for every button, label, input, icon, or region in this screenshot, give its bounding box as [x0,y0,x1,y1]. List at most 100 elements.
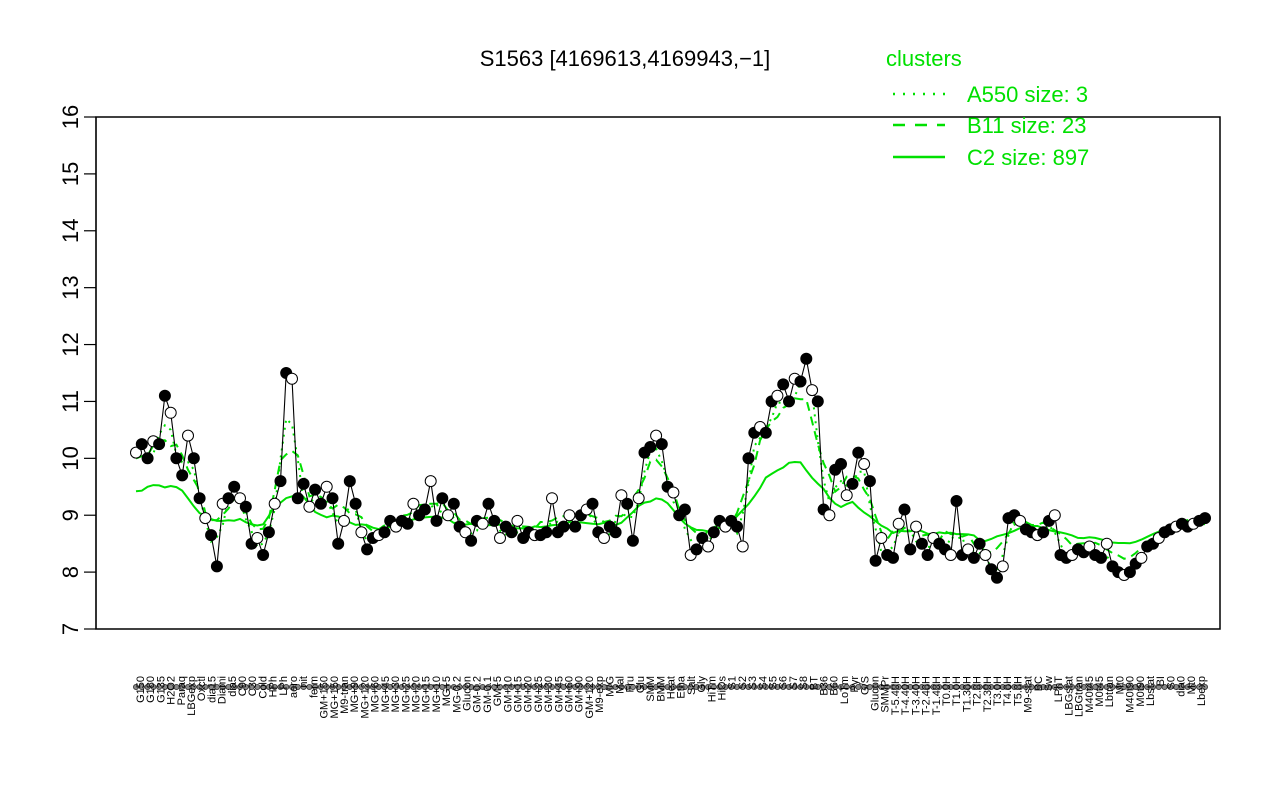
data-point [482,497,495,510]
data-point [1014,514,1027,527]
x-sample-marker [410,684,417,691]
x-sample-marker [785,684,792,691]
data-point [621,497,634,510]
x-sample-marker [1017,684,1024,691]
x-tick-label: T-4.40H [900,676,912,715]
x-sample-marker [271,684,278,691]
x-sample-marker [866,684,873,691]
y-tick-label: 8 [58,566,83,578]
data-point [707,526,720,539]
x-sample-marker [768,684,775,691]
x-tick-label: Mt0 [1114,676,1126,694]
data-point [210,560,223,573]
x-sample-marker [502,684,509,691]
x-tick-label: G150 [135,676,147,703]
x-sample-marker [953,684,960,691]
x-tick-label: BMM [655,676,667,702]
x-tick-label: dia0 [1176,676,1188,697]
data-point [251,532,264,544]
x-sample-marker [317,684,324,691]
x-sample-marker [681,684,688,691]
legend: clusters A550 size: 3 B11 size: 23 C2 si… [886,46,1089,170]
x-tick-label: T-5.40H [890,676,902,715]
x-tick-label: LBGstat [1063,676,1075,716]
data-point [875,532,888,544]
data-point [228,480,241,493]
x-tick-label: Salt [686,676,698,695]
x-sample-marker [1167,684,1174,691]
x-sample-marker [814,684,821,691]
x-sample-marker [508,684,515,691]
x-sample-marker [1196,684,1203,691]
y-tick-label: 9 [58,509,83,521]
data-point [268,497,281,510]
y-tick-label: 15 [58,162,83,186]
x-sample-marker [658,684,665,691]
x-sample-marker [936,684,943,691]
x-sample-marker [855,684,862,691]
data-point [678,503,691,516]
data-point [598,532,610,544]
x-sample-marker [462,684,469,691]
x-tick-label: LBGexp [186,676,198,716]
data-point [447,497,460,510]
x-tick-label: M0t90 [1135,676,1147,707]
data-point [546,492,558,505]
x-tick-label: MG+60 [370,676,382,712]
x-sample-marker [375,684,382,691]
x-tick-label: SMMPr [880,676,892,713]
x-tick-label: HiOs [717,676,729,701]
x-tick-label: S0 [1165,676,1177,689]
data-point [205,529,218,542]
x-sample-marker [993,684,1000,691]
x-sample-marker [1173,684,1180,691]
x-sample-marker [849,684,856,691]
legend-label-c2: C2 size: 897 [967,145,1089,170]
x-sample-marker [381,684,388,691]
x-sample-marker [514,684,521,691]
x-sample-marker [1132,684,1139,691]
legend-label-a550: A550 size: 3 [967,82,1088,107]
data-point [424,475,437,488]
data-point [1100,537,1113,550]
x-tick-label: MG+10 [431,676,443,712]
data-point [650,429,663,442]
x-tick-label: H2O2 [166,676,178,705]
x-sample-marker [346,684,353,691]
x-tick-label: Etha [676,675,688,699]
data-point [488,514,501,527]
x-sample-marker [450,684,457,691]
data-point [1095,551,1107,564]
data-point [361,543,374,556]
x-sample-marker [306,684,313,691]
x-sample-marker [970,684,977,691]
x-sample-marker [277,684,284,691]
data-point [1199,512,1211,525]
data-point [835,458,847,470]
data-point [898,503,911,516]
x-tick-label: HPh [268,676,280,697]
x-tick-label: S1 [727,676,739,689]
x-tick-label: C30 [247,676,259,696]
x-tick-label: T1.0H [951,676,963,706]
data-point [135,438,148,451]
x-tick-label: T4.0H [1002,676,1014,706]
data-point [615,489,628,502]
x-sample-marker [566,684,573,691]
data-point [355,526,368,539]
x-sample-marker [878,684,885,691]
y-tick-label: 13 [58,275,83,299]
x-tick-label: M9-stat [1023,676,1035,713]
x-sample-marker [1005,684,1012,691]
x-tick-label: T-3.40H [910,676,922,715]
data-point [465,534,478,547]
y-tick-label: 12 [58,332,83,356]
data-point [991,571,1003,584]
data-point [921,549,934,561]
x-sample-marker [1121,684,1128,691]
x-tick-label: G135 [155,676,167,703]
x-tick-label: aero [288,676,300,698]
x-sample-marker [1051,684,1058,691]
x-sample-marker [138,684,145,691]
